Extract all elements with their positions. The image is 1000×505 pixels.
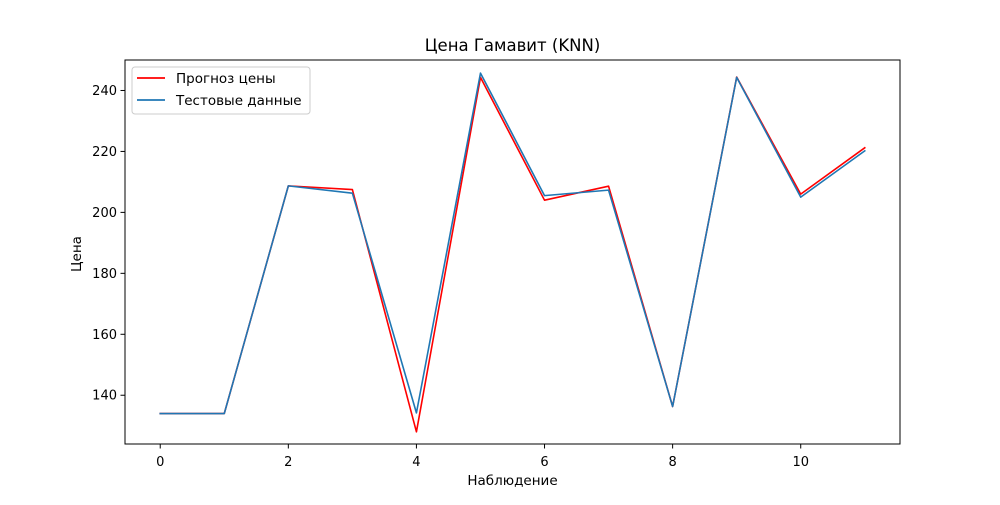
y-tick-label-0: 140: [92, 389, 117, 404]
x-tick-label-3: 6: [540, 455, 548, 470]
legend-label-0: Прогноз цены: [176, 71, 276, 87]
x-tick-label-0: 0: [156, 455, 164, 470]
legend-box: [131, 66, 311, 115]
legend: Прогноз цены Тестовые данные: [131, 66, 311, 115]
x-tick-label-2: 4: [412, 455, 420, 470]
y-tick-label-5: 240: [92, 84, 117, 99]
chart-title: Цена Гамавит (KNN): [425, 36, 601, 55]
y-tick-label-4: 220: [92, 145, 117, 160]
plot-area: 0 2 4 6 8 10 140 160 180 200 220 240: [92, 59, 901, 470]
plot-frame: [124, 59, 901, 445]
x-axis-label: Наблюдение: [467, 473, 557, 489]
y-tick-label-3: 200: [92, 206, 117, 221]
x-tick-label-1: 2: [284, 455, 292, 470]
legend-label-1: Тестовые данные: [175, 93, 302, 109]
x-tick-label-5: 10: [792, 455, 809, 470]
series-line-1: [159, 72, 866, 415]
y-tick-label-1: 160: [92, 328, 117, 343]
x-tick-label-4: 8: [668, 455, 676, 470]
y-tick-label-2: 180: [92, 267, 117, 282]
y-axis-label: Цена: [69, 236, 85, 272]
